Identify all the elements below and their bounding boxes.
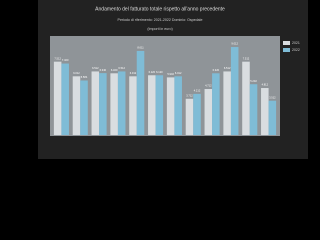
- bar: [230, 47, 239, 136]
- bar: [166, 77, 175, 135]
- value-label: 6.012: [175, 71, 182, 75]
- value-label: 5.584: [81, 75, 88, 79]
- bar: [193, 93, 201, 135]
- value-label: 5.202: [250, 79, 257, 83]
- bar: [136, 50, 145, 135]
- bar: [242, 61, 250, 135]
- chart: Andamento del fatturato totale rispetto …: [38, 0, 308, 159]
- legend-swatch: [283, 48, 290, 52]
- bar: [148, 75, 156, 135]
- value-label: 4.212: [194, 89, 201, 93]
- bar: [53, 61, 62, 135]
- bar: [223, 71, 231, 135]
- value-label: 9.012: [231, 42, 238, 46]
- value-label: 3.512: [269, 95, 276, 99]
- value-label: 6.512: [118, 66, 125, 70]
- bar: [110, 73, 118, 135]
- bar: [268, 100, 277, 135]
- value-label: 8.611: [137, 46, 144, 50]
- legend-label: 2022: [292, 48, 300, 52]
- value-label: 6.512: [224, 66, 231, 70]
- bar: [91, 71, 100, 135]
- value-label: 4.712: [205, 84, 212, 88]
- value-label: 7.512: [54, 56, 61, 60]
- bar: [249, 84, 258, 135]
- plot-area: [50, 36, 280, 136]
- value-label: 6.012: [73, 71, 80, 75]
- bar: [72, 76, 81, 135]
- value-label: 6.512: [92, 66, 99, 70]
- value-label: 5.902: [167, 72, 174, 76]
- bar: [129, 76, 137, 135]
- value-label: 6.120: [149, 70, 156, 74]
- bar: [185, 98, 194, 135]
- bar: [117, 71, 126, 135]
- value-label: 3.712: [186, 93, 193, 97]
- legend-swatch: [283, 41, 290, 45]
- bar: [204, 89, 213, 135]
- bar: [155, 75, 164, 135]
- bar: [261, 88, 269, 135]
- bar: [80, 80, 88, 135]
- value-label: 6.012: [130, 71, 137, 75]
- chart-title: Andamento del fatturato totale rispetto …: [95, 6, 225, 12]
- value-label: 6.120: [156, 70, 163, 74]
- value-label: 7.512: [243, 56, 250, 60]
- value-label: 6.340: [100, 68, 107, 72]
- chart-note: (Importi in euro): [147, 27, 172, 31]
- legend-label: 2021: [292, 41, 300, 45]
- value-label: 6.320: [111, 68, 118, 72]
- bar: [99, 73, 107, 135]
- bar: [174, 76, 182, 135]
- value-label: 6.320: [213, 68, 220, 72]
- bar: [212, 73, 220, 135]
- chart-subtitle: Periodo di riferimento: 2021-2022 Domini…: [118, 18, 203, 22]
- value-label: 7.320: [62, 58, 69, 62]
- value-label: 4.812: [262, 83, 269, 87]
- bar: [61, 63, 69, 135]
